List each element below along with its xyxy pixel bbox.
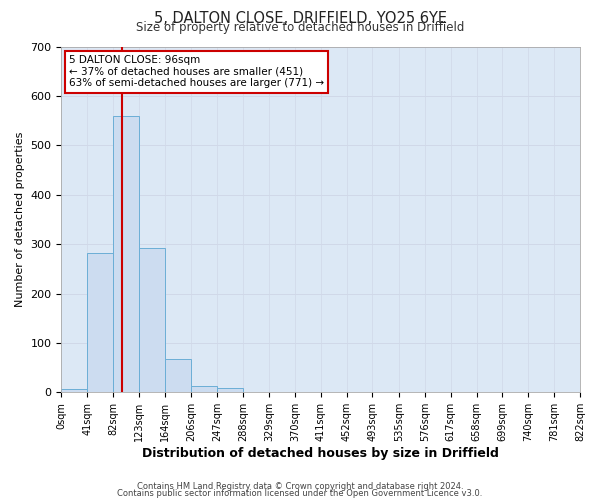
Bar — [113, 116, 139, 392]
Y-axis label: Number of detached properties: Number of detached properties — [15, 132, 25, 307]
Bar — [217, 388, 243, 392]
Text: Contains HM Land Registry data © Crown copyright and database right 2024.: Contains HM Land Registry data © Crown c… — [137, 482, 463, 491]
Bar — [61, 389, 87, 392]
Bar — [191, 386, 217, 392]
Text: Contains public sector information licensed under the Open Government Licence v3: Contains public sector information licen… — [118, 488, 482, 498]
Text: 5 DALTON CLOSE: 96sqm
← 37% of detached houses are smaller (451)
63% of semi-det: 5 DALTON CLOSE: 96sqm ← 37% of detached … — [69, 55, 325, 88]
Bar — [165, 359, 191, 392]
Bar — [87, 252, 113, 392]
Text: 5, DALTON CLOSE, DRIFFIELD, YO25 6YE: 5, DALTON CLOSE, DRIFFIELD, YO25 6YE — [154, 11, 446, 26]
Text: Size of property relative to detached houses in Driffield: Size of property relative to detached ho… — [136, 22, 464, 35]
X-axis label: Distribution of detached houses by size in Driffield: Distribution of detached houses by size … — [142, 447, 499, 460]
Bar — [139, 248, 165, 392]
